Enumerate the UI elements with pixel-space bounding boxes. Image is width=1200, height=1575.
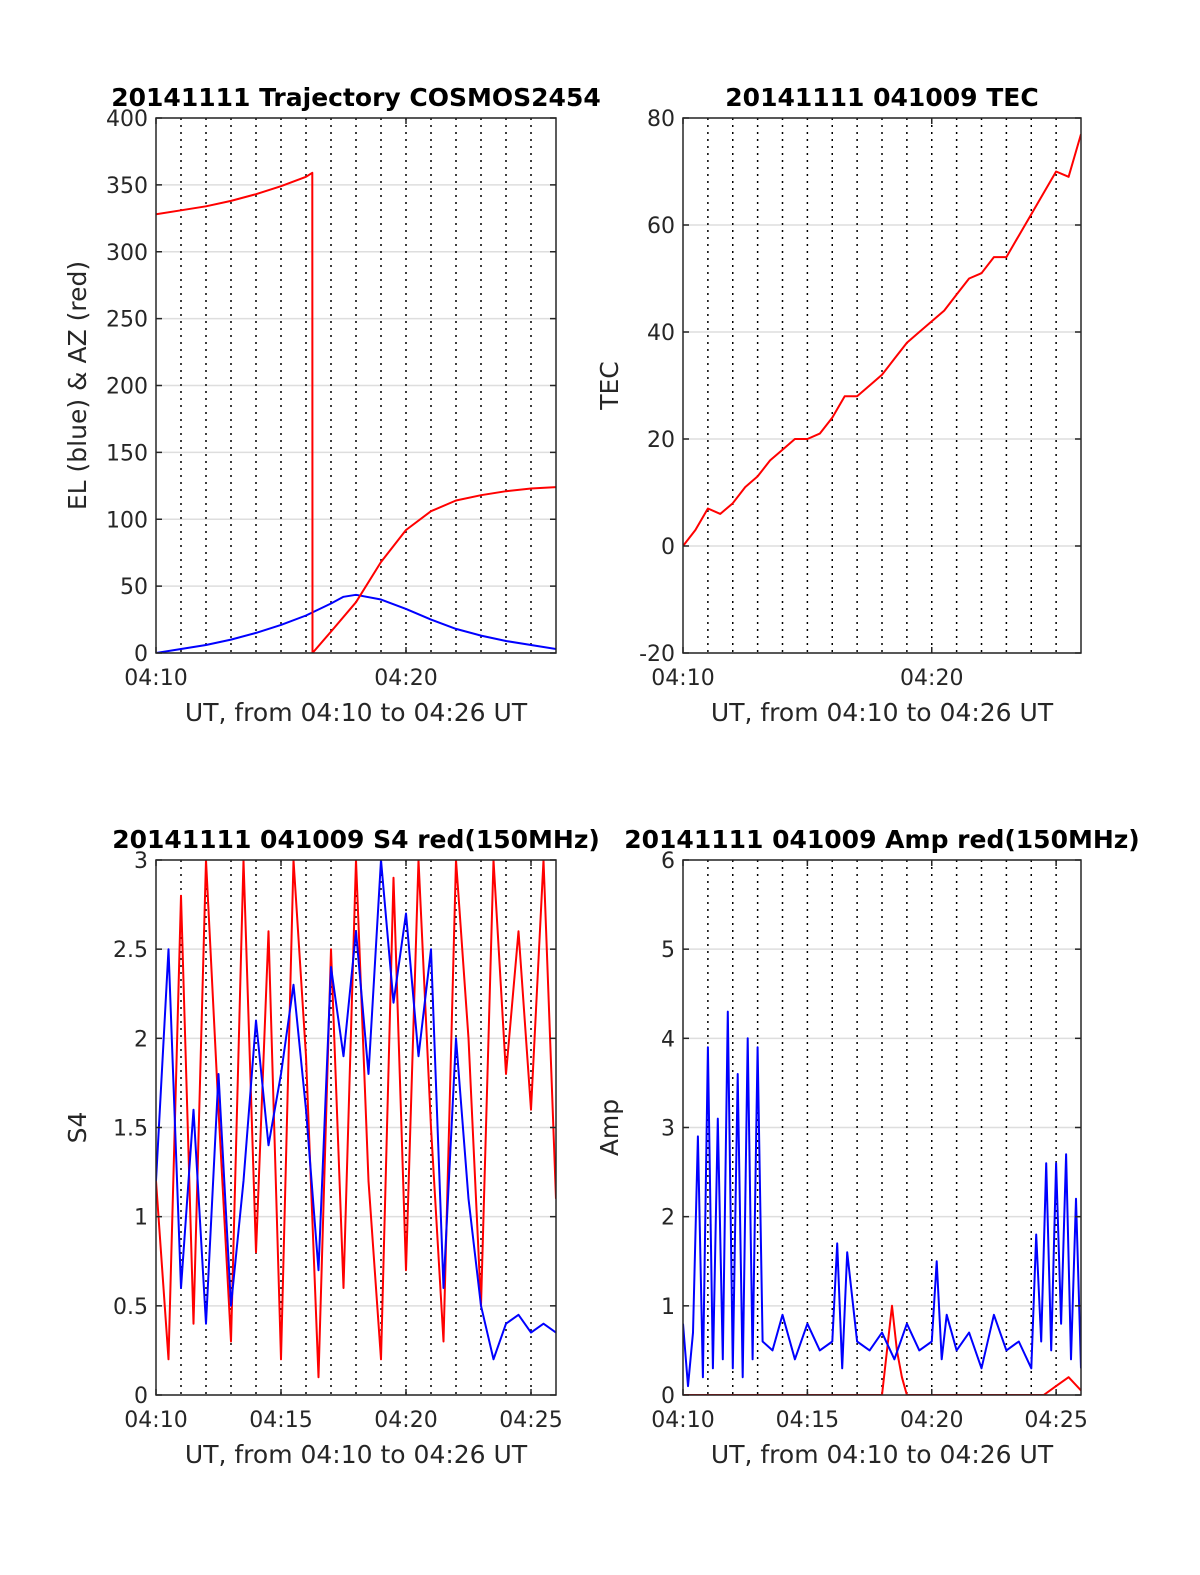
y-tick-label: 1 xyxy=(661,1295,675,1320)
series-line-1 xyxy=(683,1010,1081,1388)
axes-box xyxy=(682,117,1082,654)
y-tick-label: 200 xyxy=(106,375,148,400)
y-tick-label: 3 xyxy=(661,1117,675,1142)
y-axis-label: S4 xyxy=(63,1112,92,1144)
y-tick-label: 0 xyxy=(134,642,148,667)
x-tick-label: 04:20 xyxy=(900,1408,963,1433)
y-tick-label: 1.5 xyxy=(113,1117,148,1142)
y-tick-label: 100 xyxy=(106,508,148,533)
chart-panel-1: -20 0 20 40 60 80 04:10 04:20 20141111 041009 TE… xyxy=(595,83,1082,727)
y-tick-label: 400 xyxy=(106,107,148,132)
series-line-0 xyxy=(683,1304,1081,1395)
y-tick-label: 2.5 xyxy=(113,938,148,963)
y-tick-label: 1 xyxy=(134,1206,148,1231)
y-tick-label: -20 xyxy=(639,642,675,667)
x-tick-label: 04:20 xyxy=(900,666,963,691)
y-tick-label: 0 xyxy=(134,1384,148,1409)
y-tick-label: 60 xyxy=(647,214,675,239)
x-axis-label: UT, from 04:10 to 04:26 UT xyxy=(711,1440,1054,1469)
y-tick-label: 6 xyxy=(661,849,675,874)
x-tick-label: 04:15 xyxy=(249,1408,312,1433)
x-tick-label: 04:10 xyxy=(124,1408,187,1433)
y-tick-label: 40 xyxy=(647,321,675,346)
y-axis-label: TEC xyxy=(595,361,624,411)
y-tick-label: 80 xyxy=(647,107,675,132)
y-tick-label: 3 xyxy=(134,849,148,874)
y-tick-label: 300 xyxy=(106,241,148,266)
y-tick-label: 250 xyxy=(106,308,148,333)
y-tick-label: 5 xyxy=(661,938,675,963)
chart-title: 20141111 041009 Amp red(150MHz) xyxy=(624,825,1140,854)
chart-panel-0: 0 50 100 150 200 250 300 350 400 04:10 04:20 201411… xyxy=(63,83,601,727)
series-line-1 xyxy=(156,860,556,1361)
y-tick-label: 0.5 xyxy=(113,1295,148,1320)
chart-title: 20141111 041009 TEC xyxy=(725,83,1038,112)
chart-panel-2: 0 0.5 1 1.5 2 2.5 3 04:10 04:15 04:20 04:25 2014111… xyxy=(63,825,600,1469)
y-tick-label: 0 xyxy=(661,1384,675,1409)
x-tick-label: 04:20 xyxy=(374,1408,437,1433)
series-line-0 xyxy=(683,133,1081,547)
chart-title: 20141111 Trajectory COSMOS2454 xyxy=(111,83,601,112)
x-axis-label: UT, from 04:10 to 04:26 UT xyxy=(711,698,1054,727)
y-tick-label: 50 xyxy=(120,575,148,600)
x-tick-label: 04:10 xyxy=(651,1408,714,1433)
x-tick-label: 04:10 xyxy=(651,666,714,691)
y-axis-label: Amp xyxy=(595,1099,624,1156)
chart-title: 20141111 041009 S4 red(150MHz) xyxy=(112,825,600,854)
y-tick-label: 2 xyxy=(134,1027,148,1052)
x-tick-label: 04:15 xyxy=(776,1408,839,1433)
chart-panel-3: 0 1 2 3 4 5 6 04:10 04:15 04:20 04:25 20141111 0410… xyxy=(595,825,1140,1469)
series-line-1 xyxy=(156,171,556,653)
series-line-0 xyxy=(156,593,556,653)
x-tick-label: 04:25 xyxy=(1024,1408,1087,1433)
y-tick-label: 150 xyxy=(106,441,148,466)
x-tick-label: 04:20 xyxy=(374,666,437,691)
x-axis-label: UT, from 04:10 to 04:26 UT xyxy=(185,1440,528,1469)
series-line-0 xyxy=(156,860,556,1379)
y-tick-label: 350 xyxy=(106,174,148,199)
y-axis-label: EL (blue) & AZ (red) xyxy=(63,261,92,510)
x-tick-label: 04:10 xyxy=(124,666,187,691)
x-axis-label: UT, from 04:10 to 04:26 UT xyxy=(185,698,528,727)
x-tick-label: 04:25 xyxy=(499,1408,562,1433)
y-tick-label: 0 xyxy=(661,535,675,560)
y-tick-label: 20 xyxy=(647,428,675,453)
y-tick-label: 2 xyxy=(661,1206,675,1231)
y-tick-label: 4 xyxy=(661,1027,675,1052)
